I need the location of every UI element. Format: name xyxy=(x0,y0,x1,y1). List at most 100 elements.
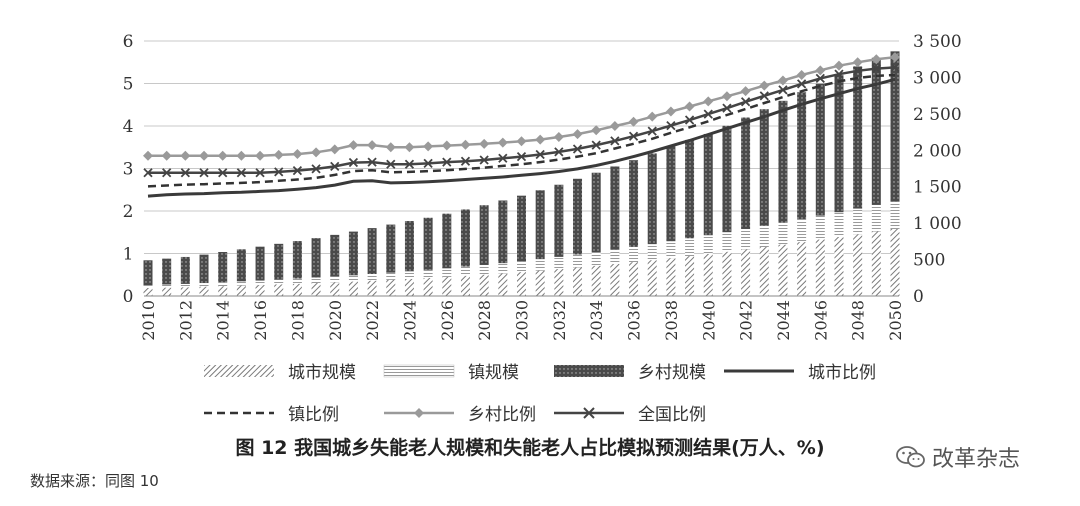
bar-town-scale xyxy=(330,276,340,283)
line-national-ratio-point xyxy=(143,168,153,178)
bar-rural-scale xyxy=(554,184,564,257)
bar-rural-scale xyxy=(666,146,676,242)
bar-urban-scale xyxy=(685,256,695,296)
line-national-ratio-point xyxy=(162,168,172,178)
x-tick-label: 2032 xyxy=(550,300,569,341)
line-national-ratio-point xyxy=(330,161,340,172)
bar-town-scale xyxy=(218,282,228,287)
bar-rural-scale xyxy=(535,190,545,260)
line-rural-ratio-point xyxy=(703,96,714,107)
line-rural-ratio-point xyxy=(311,147,322,158)
x-tick-label: 2024 xyxy=(400,300,419,341)
wechat-icon xyxy=(896,446,925,468)
bar-town-scale xyxy=(741,228,751,250)
legend-label-town-ratio: 镇比例 xyxy=(288,405,339,425)
bar-town-scale xyxy=(236,281,246,286)
bar-rural-scale xyxy=(199,254,209,284)
bar-town-scale xyxy=(498,263,508,274)
bar-town-scale xyxy=(890,201,900,229)
bar-town-scale xyxy=(199,283,209,287)
bar-rural-scale xyxy=(647,153,657,245)
bar-urban-scale xyxy=(330,282,340,296)
line-rural-ratio-point xyxy=(609,121,620,131)
figure-caption: 图 12 我国城乡失能老人规模和失能老人占比模拟预测结果(万人、%) xyxy=(235,437,825,459)
bar-urban-scale xyxy=(162,287,172,296)
bar-town-scale xyxy=(517,261,526,273)
legend-label-town-scale: 镇规模 xyxy=(468,363,519,383)
line-rural-ratio-point xyxy=(647,111,658,122)
x-tick-label: 2046 xyxy=(811,300,830,341)
bar-urban-scale xyxy=(404,278,414,296)
bar-urban-scale xyxy=(517,272,526,296)
line-national-ratio-point xyxy=(199,168,209,178)
bar-rural-scale xyxy=(722,125,732,233)
legend-item-urban-ratio: 城市比例 xyxy=(720,358,876,383)
x-tick-label: 2044 xyxy=(774,300,793,341)
bar-rural-scale xyxy=(853,66,863,209)
left-tick-label: 5 xyxy=(123,75,134,95)
right-tick-label: 500 xyxy=(913,251,945,271)
line-rural-ratio-point xyxy=(217,150,228,161)
line-national-ratio-point xyxy=(442,157,452,167)
bar-urban-scale xyxy=(180,287,190,296)
bar-town-scale xyxy=(815,215,825,240)
left-tick-label: 3 xyxy=(123,160,134,180)
bar-urban-scale xyxy=(218,286,228,296)
line-rural-ratio-point xyxy=(796,70,807,80)
bar-urban-scale xyxy=(871,231,881,296)
line-rural-ratio-point xyxy=(423,141,434,152)
line-rural-ratio-point xyxy=(441,140,452,151)
bar-rural-scale xyxy=(274,243,284,280)
line-rural-ratio-point xyxy=(628,116,639,127)
bar-town-scale xyxy=(797,219,807,243)
bar-town-scale xyxy=(573,254,583,268)
x-tick-label: 2050 xyxy=(886,300,905,341)
bar-rural-scale xyxy=(629,160,639,247)
bar-urban-scale xyxy=(610,263,620,296)
line-national-ratio-point xyxy=(516,151,527,162)
axes: 0 1 2 3 4 5 6 0 500 1 000 1 500 2 000 2 500 3 000 3 50… xyxy=(123,32,962,341)
bar-rural-scale xyxy=(367,228,377,274)
line-national-ratio-point xyxy=(311,164,321,174)
line-national-ratio-point xyxy=(255,168,265,178)
line-national-ratio-point xyxy=(274,167,284,177)
bar-rural-scale xyxy=(236,249,246,282)
line-rural-ratio-point xyxy=(740,86,751,97)
line-rural-ratio-point xyxy=(143,150,153,161)
bar-urban-scale xyxy=(853,234,863,296)
bar-town-scale xyxy=(386,272,396,280)
watermark: 改革杂志 xyxy=(896,441,1020,473)
line-rural-ratio-point xyxy=(553,132,564,143)
right-tick-label: 1 500 xyxy=(913,178,962,198)
bar-urban-scale xyxy=(554,269,564,296)
line-national-ratio-point xyxy=(815,73,825,84)
legend-swatch-rural-ratio xyxy=(384,407,454,418)
bar-urban-scale xyxy=(460,275,470,296)
line-rural-ratio-point xyxy=(367,140,378,151)
line-rural-ratio-point xyxy=(815,65,826,76)
line-national-ratio-point xyxy=(218,168,228,178)
x-tick-label: 2010 xyxy=(139,300,158,341)
line-rural-ratio-point xyxy=(385,142,396,153)
right-tick-label: 3 500 xyxy=(913,32,962,52)
line-rural-ratio-point xyxy=(535,134,546,145)
line-rural-ratio-point xyxy=(404,142,415,153)
bar-town-scale xyxy=(535,259,545,271)
line-rural-ratio-point xyxy=(292,149,303,160)
line-rural-ratio-point xyxy=(479,138,490,149)
bar-town-scale xyxy=(292,278,302,284)
x-tick-label: 2040 xyxy=(699,300,718,341)
bar-rural-scale xyxy=(292,241,302,279)
left-tick-label: 6 xyxy=(123,32,134,52)
line-rural-ratio-point xyxy=(348,140,359,151)
left-tick-label: 4 xyxy=(123,117,134,137)
bar-rural-scale xyxy=(517,195,526,262)
bar-rural-scale xyxy=(759,109,769,226)
bar-rural-scale xyxy=(610,166,620,250)
bar-town-scale xyxy=(591,252,601,266)
line-national-ratio-point xyxy=(404,159,415,169)
bar-rural-scale xyxy=(685,139,695,239)
line-national-ratio-point xyxy=(666,120,676,131)
line-national-ratio-point xyxy=(535,149,545,160)
bar-urban-scale xyxy=(348,281,358,296)
